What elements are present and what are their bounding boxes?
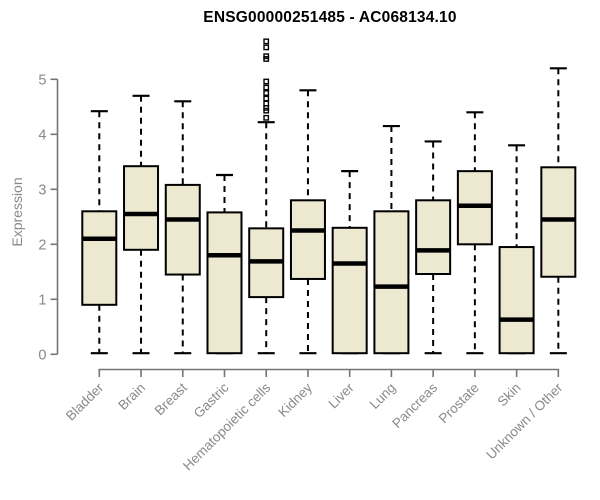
iqr-box [498,246,535,355]
y-tick-label: 4 [38,127,46,143]
outlier-point [263,95,270,102]
outlier-point [263,53,270,60]
x-tick-label-unknown-other: Unknown / Other [483,380,566,463]
x-tick-label-skin: Skin [495,380,524,409]
boxplot-lung [373,124,410,355]
boxplot-bladder [81,110,118,355]
outlier-point [263,100,270,107]
y-tick-label: 1 [38,292,46,308]
boxplot-unknown-other [540,67,577,355]
iqr-box [289,199,326,280]
y-tick-label: 5 [38,72,46,88]
boxplot-gastric [206,173,243,355]
iqr-box [540,166,577,278]
iqr-box [415,199,452,275]
boxplot-liver [331,170,368,355]
boxplot-pancreas [415,140,452,355]
x-tick-label-liver: Liver [326,380,358,412]
boxplot-hematopoietic-cells [248,38,285,355]
x-tick-label-gastric: Gastric [191,380,232,421]
iqr-box [206,211,243,355]
x-tick-label-bladder: Bladder [63,380,107,424]
iqr-box [373,210,410,355]
x-tick-label-brain: Brain [115,380,148,413]
chart-title: ENSG00000251485 - AC068134.10 [203,9,457,26]
x-tick-label-prostate: Prostate [436,380,482,426]
iqr-box [164,183,201,276]
boxplot-skin [498,144,535,355]
y-tick-label: 0 [38,347,46,363]
outlier-point [263,84,270,91]
boxplot-kidney [289,89,326,355]
y-axis: 0 1 2 3 4 5 [38,72,59,363]
boxplot-breast [164,100,201,355]
x-tick-label-breast: Breast [152,380,190,418]
y-tick-label: 2 [38,237,46,253]
outlier-point [263,44,270,51]
boxplot-brain [123,94,160,355]
iqr-box [123,165,160,251]
outlier-point [263,38,270,45]
outlier-point [263,114,270,121]
x-tick-label-pancreas: Pancreas [389,380,440,431]
outlier-point [263,90,270,96]
outlier-point [263,78,270,85]
x-tick-label-kidney: Kidney [275,380,315,420]
boxplot-prostate [456,111,493,355]
y-tick-label: 3 [38,182,46,198]
x-tick-label-lung: Lung [367,380,399,412]
iqr-box [331,226,368,355]
iqr-box [81,210,118,306]
